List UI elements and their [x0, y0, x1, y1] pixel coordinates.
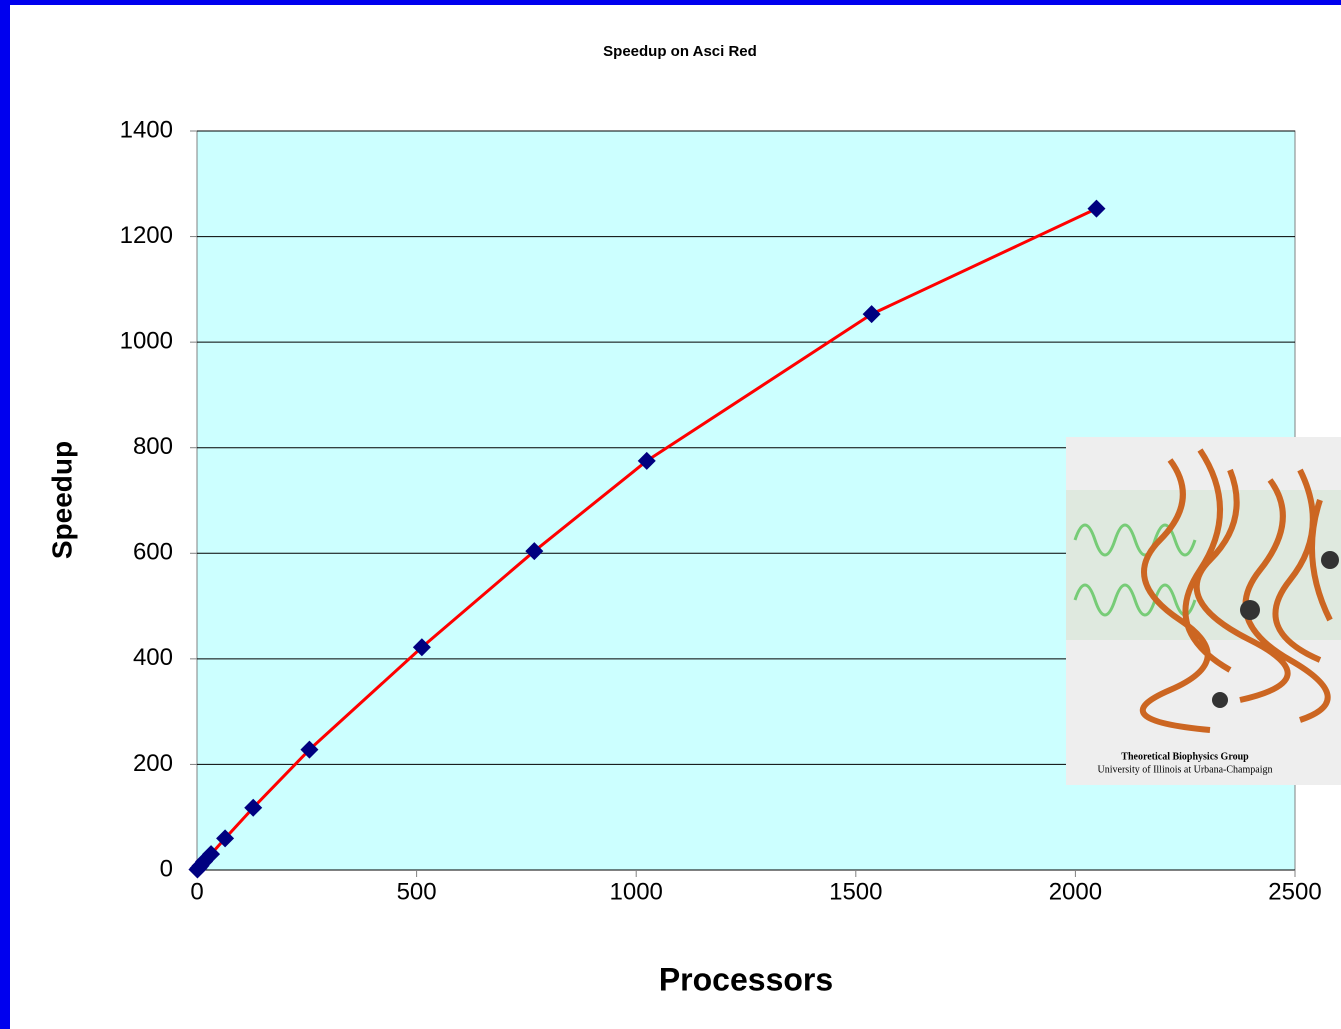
y-tick-label: 1400 [120, 116, 173, 143]
x-tick-label: 0 [190, 878, 203, 905]
chart: Speedup on Asci Red Processors Speedup 0… [0, 0, 1341, 1029]
x-tick-label: 2000 [1049, 878, 1102, 905]
y-axis-label: Speedup [46, 441, 77, 559]
y-tick-label: 1000 [120, 327, 173, 354]
inset-caption: Theoretical Biophysics Group [1121, 751, 1249, 762]
atom [1240, 600, 1260, 620]
y-tick-label: 800 [133, 433, 173, 460]
y-tick-label: 0 [160, 855, 173, 882]
x-tick-label: 1500 [829, 878, 882, 905]
y-tick-label: 400 [133, 644, 173, 671]
x-tick-label: 500 [397, 878, 437, 905]
y-tick-label: 600 [133, 539, 173, 566]
atom [1321, 551, 1339, 569]
x-axis-label: Processors [659, 961, 833, 997]
y-tick-label: 1200 [120, 222, 173, 249]
inset-image: Theoretical Biophysics Group University … [1066, 437, 1341, 785]
x-tick-label: 1000 [610, 878, 663, 905]
atom [1212, 692, 1228, 708]
page: Speedup on Asci Red Processors Speedup 0… [0, 0, 1341, 1029]
inset-caption: University of Illinois at Urbana-Champai… [1098, 764, 1273, 775]
chart-title: Speedup on Asci Red [603, 43, 757, 60]
x-tick-label: 2500 [1268, 878, 1321, 905]
y-tick-label: 200 [133, 750, 173, 777]
